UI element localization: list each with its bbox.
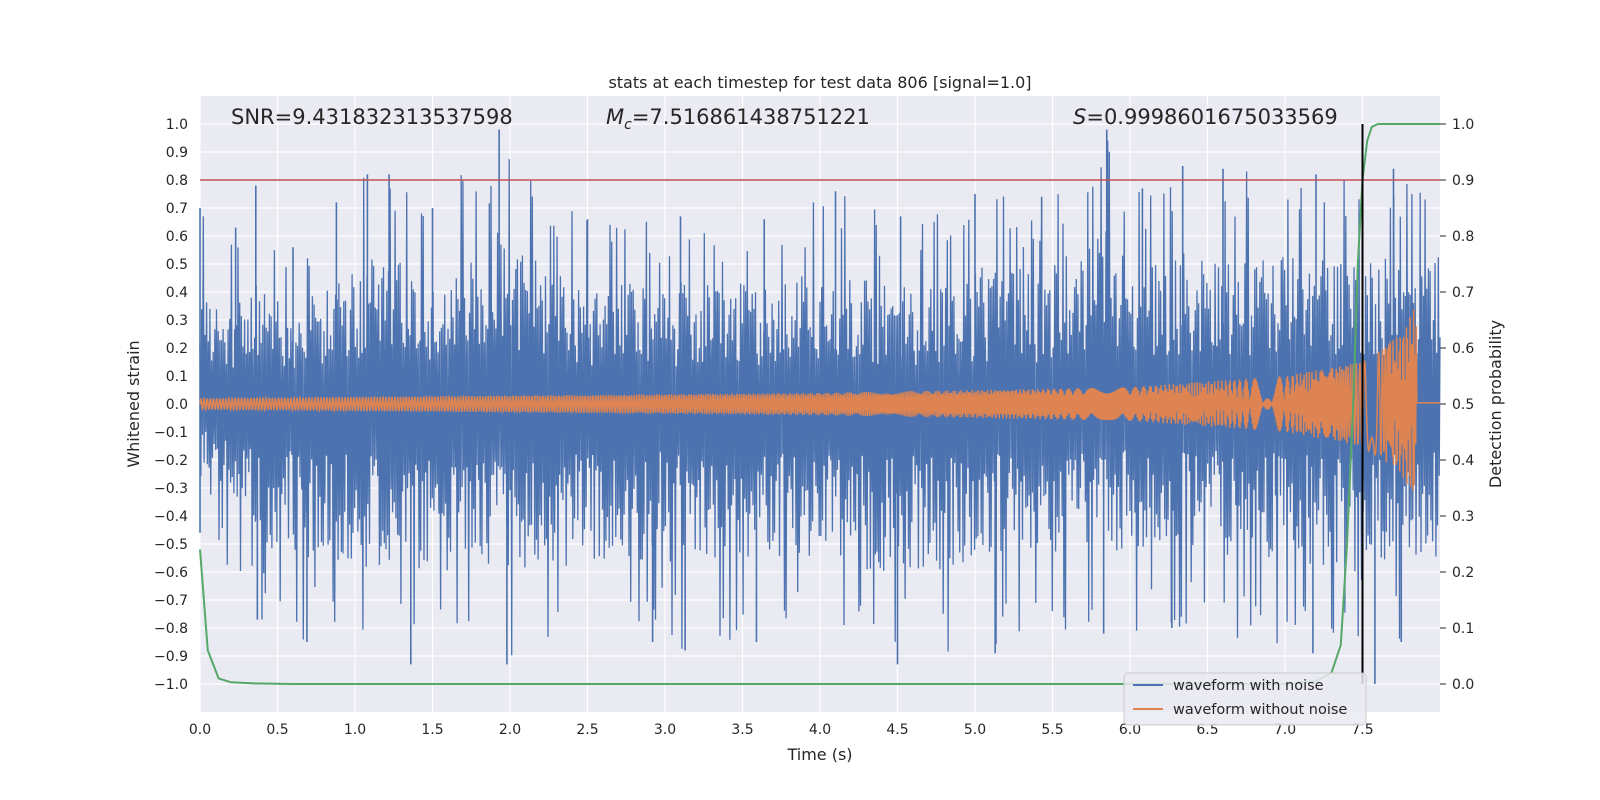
y-left-tick-label: 0.7: [166, 201, 188, 217]
y-axis-left-label: Whitened strain: [124, 340, 143, 467]
x-tick-label: 4.5: [886, 722, 908, 738]
y-left-tick-label: −0.4: [154, 509, 188, 525]
x-tick-label: 1.5: [421, 722, 443, 738]
y-left-tick-label: 0.2: [166, 341, 188, 357]
snr-annotation: SNR=9.431832313537598: [231, 105, 513, 129]
y-right-tick-label: 0.7: [1452, 285, 1474, 301]
y-left-tick-label: 0.5: [166, 257, 188, 273]
y-left-tick-label: −0.2: [154, 453, 188, 469]
y-left-tick-label: 0.9: [166, 145, 188, 161]
y-left-tick-label: −0.7: [154, 593, 188, 609]
y-left-tick-label: −0.5: [154, 537, 188, 553]
x-tick-label: 5.0: [964, 722, 986, 738]
y-right-tick-label: 0.8: [1452, 229, 1474, 245]
x-tick-label: 3.5: [731, 722, 753, 738]
y-left-tick-label: −0.3: [154, 481, 188, 497]
x-tick-label: 3.0: [654, 722, 676, 738]
x-tick-label: 0.0: [189, 722, 211, 738]
chirp-mass-symbol: M: [606, 105, 624, 129]
x-tick-label: 6.5: [1196, 722, 1218, 738]
y-left-tick-label: 0.1: [166, 369, 188, 385]
axis-ticks: 0.0 0.5 1.0 1.5 2.0 2.5 3.0 3.5 4.0 4.5 5.0 5.5 6.0 6…: [154, 117, 1474, 738]
series-waveform-without-noise: [199, 309, 1440, 491]
y-right-tick-label: 0.1: [1452, 621, 1474, 637]
y-axis-right-label: Detection probability: [1486, 320, 1505, 488]
x-tick-label: 7.0: [1274, 722, 1296, 738]
series-waveform-with-noise: [199, 129, 1441, 684]
y-left-tick-label: 1.0: [166, 117, 188, 133]
y-left-tick-label: 0.8: [166, 173, 188, 189]
chart-title: stats at each timestep for test data 806…: [608, 73, 1031, 92]
x-tick-label: 1.0: [344, 722, 366, 738]
y-right-tick-label: 0.3: [1452, 509, 1474, 525]
y-left-tick-label: −0.6: [154, 565, 188, 581]
y-left-tick-label: −0.8: [154, 621, 188, 637]
clean-waveform-line: [199, 309, 1440, 491]
y-right-tick-label: 0.6: [1452, 341, 1474, 357]
x-tick-label: 0.5: [266, 722, 288, 738]
noise-waveform-line: [199, 140, 1441, 656]
y-right-tick-label: 0.4: [1452, 453, 1474, 469]
significance-annotation: S=0.9998601675033569: [1073, 105, 1338, 129]
significance-value: =0.9998601675033569: [1086, 105, 1337, 129]
overlay-lines: [200, 124, 1440, 684]
x-tick-label: 4.0: [809, 722, 831, 738]
y-right-tick-label: 0.9: [1452, 173, 1474, 189]
x-axis-label: Time (s): [786, 745, 852, 764]
y-left-tick-label: −1.0: [154, 677, 188, 693]
x-tick-label: 2.5: [576, 722, 598, 738]
y-left-tick-label: 0.0: [166, 397, 188, 413]
y-right-tick-label: 0.0: [1452, 677, 1474, 693]
chirp-mass-annotation: Mc=7.516861438751221: [606, 105, 870, 133]
x-tick-label: 7.5: [1351, 722, 1373, 738]
y-right-tick-label: 0.2: [1452, 565, 1474, 581]
y-left-tick-label: 0.3: [166, 313, 188, 329]
y-left-tick-label: 0.6: [166, 229, 188, 245]
chirp-mass-value: =7.516861438751221: [632, 105, 870, 129]
y-right-tick-label: 0.5: [1452, 397, 1474, 413]
chirp-mass-subscript: c: [624, 117, 632, 133]
legend: waveform with noise waveform without noi…: [1123, 672, 1367, 726]
x-tick-label: 6.0: [1119, 722, 1141, 738]
legend-label-noise: waveform with noise: [1173, 678, 1324, 694]
legend-label-clean: waveform without noise: [1173, 702, 1347, 718]
y-left-tick-label: −0.1: [154, 425, 188, 441]
x-tick-label: 2.0: [499, 722, 521, 738]
y-left-tick-label: −0.9: [154, 649, 188, 665]
significance-symbol: S: [1073, 105, 1086, 129]
x-tick-label: 5.5: [1041, 722, 1063, 738]
y-left-tick-label: 0.4: [166, 285, 188, 301]
y-right-tick-label: 1.0: [1452, 117, 1474, 133]
legend-box: [1123, 672, 1367, 726]
